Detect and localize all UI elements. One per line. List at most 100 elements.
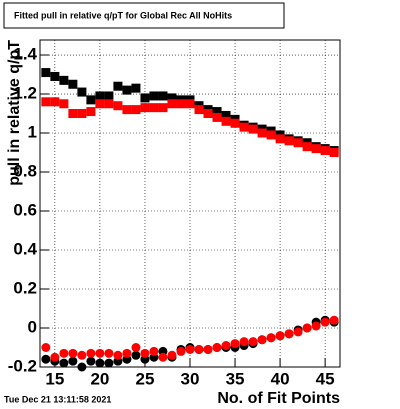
x-tick-label: 30 — [181, 369, 200, 388]
x-tick-label: 20 — [90, 369, 109, 388]
marker — [41, 68, 51, 78]
marker — [284, 329, 294, 339]
marker — [95, 91, 105, 101]
marker — [239, 337, 249, 347]
marker — [239, 122, 249, 132]
x-tick-label: 25 — [135, 369, 154, 388]
marker — [302, 142, 312, 152]
marker — [257, 335, 267, 345]
marker — [113, 350, 123, 360]
marker — [131, 105, 141, 115]
marker — [95, 348, 105, 358]
y-tick-label: 1 — [28, 122, 37, 141]
y-tick-label: 0 — [28, 317, 37, 336]
marker — [158, 352, 168, 362]
marker — [140, 348, 150, 358]
title-box — [3, 2, 285, 29]
x-tick-label: 15 — [45, 369, 64, 388]
marker — [122, 85, 132, 95]
marker — [257, 128, 267, 138]
marker — [203, 344, 213, 354]
marker — [140, 103, 150, 113]
marker — [59, 99, 69, 109]
marker — [158, 91, 168, 101]
y-tick-label: 1.2 — [13, 83, 37, 102]
marker — [293, 138, 303, 148]
marker — [149, 91, 159, 101]
marker — [113, 101, 123, 111]
x-axis-label: No. of Fit Points — [217, 390, 340, 407]
marker — [266, 333, 276, 343]
marker — [221, 110, 231, 120]
marker — [95, 358, 105, 368]
chart-title: Fitted pull in relative q/pT for Global … — [14, 10, 232, 20]
x-tick-label: 40 — [271, 369, 290, 388]
marker — [50, 71, 60, 81]
marker — [320, 146, 330, 156]
y-tick-label: 0.4 — [13, 239, 37, 258]
marker — [50, 352, 60, 362]
marker — [185, 99, 195, 109]
marker — [221, 116, 231, 126]
marker — [122, 105, 132, 115]
y-tick-label: -0.2 — [8, 356, 37, 375]
marker — [248, 124, 258, 134]
marker — [122, 348, 132, 358]
marker — [41, 354, 51, 364]
marker — [59, 358, 69, 368]
marker — [68, 109, 78, 119]
y-tick-label: 1.4 — [13, 44, 37, 63]
marker — [95, 99, 105, 109]
marker — [176, 346, 186, 356]
marker — [113, 81, 123, 91]
marker — [167, 93, 177, 103]
marker — [77, 362, 87, 372]
marker — [50, 97, 60, 107]
marker — [158, 103, 168, 113]
marker — [230, 339, 240, 349]
marker — [167, 99, 177, 109]
marker — [320, 317, 330, 327]
y-tick-label: 0.6 — [13, 200, 37, 219]
marker — [293, 327, 303, 337]
marker — [131, 350, 141, 360]
marker — [41, 97, 51, 107]
marker — [77, 109, 87, 119]
marker — [104, 358, 114, 368]
marker — [59, 75, 69, 85]
marker — [104, 91, 114, 101]
marker — [149, 103, 159, 113]
marker — [131, 343, 141, 353]
marker — [203, 109, 213, 119]
marker — [77, 87, 87, 97]
timestamp: Tue Dec 21 13:11:58 2021 — [4, 394, 111, 404]
marker — [104, 99, 114, 109]
marker — [86, 348, 96, 358]
marker — [41, 343, 51, 353]
marker — [212, 343, 222, 353]
marker — [59, 348, 69, 358]
y-tick-label: 0.2 — [13, 278, 37, 297]
x-tick-label: 45 — [316, 369, 335, 388]
marker — [140, 93, 150, 103]
marker — [77, 350, 87, 360]
marker — [68, 356, 78, 366]
marker — [329, 315, 339, 325]
marker — [194, 105, 204, 115]
marker — [275, 134, 285, 144]
marker — [194, 344, 204, 354]
marker — [212, 112, 222, 122]
marker — [185, 344, 195, 354]
marker — [86, 107, 96, 117]
marker — [221, 341, 231, 351]
y-axis-label: pull in relative q/pT — [6, 40, 23, 186]
marker — [104, 348, 114, 358]
marker — [131, 83, 141, 93]
marker — [68, 79, 78, 89]
marker — [302, 323, 312, 333]
y-tick-label: 0.8 — [13, 161, 37, 180]
marker — [329, 148, 339, 158]
marker — [86, 95, 96, 105]
